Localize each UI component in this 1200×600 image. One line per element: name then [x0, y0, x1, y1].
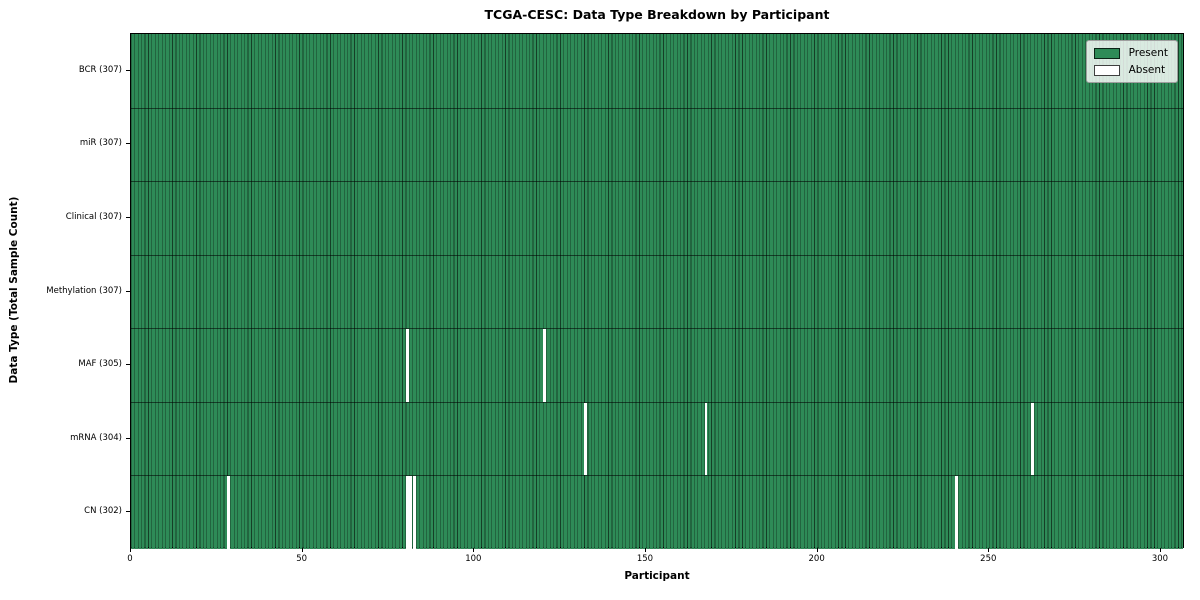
legend-label-absent: Absent — [1128, 64, 1166, 76]
chart-title: TCGA-CESC: Data Type Breakdown by Partic… — [484, 7, 830, 22]
absent-cell-MAF-120 — [543, 329, 547, 402]
absent-cell-mRNA-262 — [1030, 402, 1034, 476]
y-tick-label-CN: CN (302) — [84, 506, 122, 517]
x-axis-label: Participant — [624, 570, 690, 582]
absent-cell-MAF-80 — [405, 329, 409, 402]
y-tick-label-mRNA: mRNA (304) — [70, 432, 122, 443]
x-tick-label-250: 250 — [980, 554, 997, 564]
y-tick-mark-Methylation — [126, 290, 130, 292]
absent-cell-CN-81 — [409, 476, 413, 549]
heatmap-row-BCR — [131, 34, 1183, 108]
x-tick-label-200: 200 — [808, 554, 825, 564]
y-tick-label-MAF: MAF (305) — [78, 359, 122, 370]
absent-swatch — [1093, 64, 1120, 76]
y-tick-mark-mRNA — [126, 437, 130, 439]
present-swatch — [1093, 47, 1120, 59]
heatmap-row-mRNA — [131, 401, 1183, 476]
legend-label-present: Present — [1128, 47, 1168, 59]
y-tick-mark-CN — [126, 511, 130, 513]
x-tick-mark-150 — [644, 548, 646, 552]
y-tick-mark-miR — [126, 143, 130, 145]
heatmap-row-miR — [131, 107, 1183, 182]
x-tick-mark-0 — [130, 548, 131, 552]
absent-cell-CN-82 — [412, 476, 416, 549]
heatmap-row-CN — [131, 475, 1183, 549]
absent-cell-mRNA-167 — [704, 402, 708, 476]
x-tick-mark-200 — [816, 548, 818, 552]
y-tick-mark-BCR — [126, 69, 130, 71]
legend-item-present: Present — [1093, 47, 1168, 59]
absent-cell-CN-28 — [227, 476, 231, 549]
y-tick-label-miR: miR (307) — [79, 138, 122, 149]
x-tick-mark-300 — [1159, 548, 1161, 552]
legend-item-absent: Absent — [1093, 64, 1168, 76]
y-tick-label-Methylation: Methylation (307) — [46, 285, 122, 296]
x-tick-label-100: 100 — [465, 554, 482, 564]
x-tick-label-150: 150 — [636, 554, 654, 564]
absent-cell-CN-240 — [955, 476, 959, 549]
heatmap-row-MAF — [131, 328, 1183, 402]
x-tick-label-0: 0 — [127, 554, 133, 564]
x-tick-mark-100 — [473, 548, 475, 552]
x-tick-label-300: 300 — [1151, 554, 1169, 564]
heatmap-row-Clinical — [131, 181, 1183, 255]
y-tick-label-Clinical: Clinical (307) — [65, 211, 122, 222]
absent-cell-CN-80 — [405, 476, 409, 549]
plot-area: Present Absent — [130, 33, 1184, 549]
heatmap-row-Methylation — [131, 254, 1183, 329]
x-tick-mark-250 — [988, 548, 990, 552]
y-tick-label-BCR: BCR (307) — [78, 64, 122, 75]
legend: Present Absent — [1085, 40, 1178, 83]
x-tick-label-50: 50 — [296, 554, 308, 564]
y-tick-mark-Clinical — [126, 216, 130, 218]
x-tick-mark-50 — [301, 548, 303, 552]
absent-cell-mRNA-132 — [584, 402, 588, 476]
y-tick-mark-MAF — [126, 364, 130, 366]
